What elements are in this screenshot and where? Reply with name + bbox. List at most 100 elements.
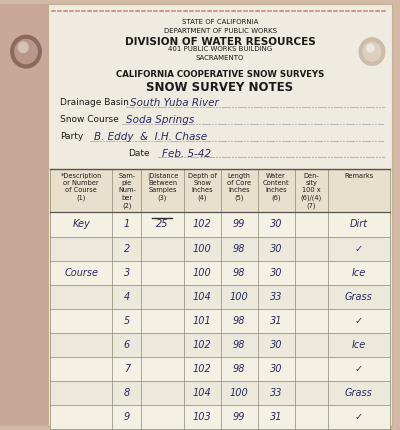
Text: 98: 98	[233, 340, 245, 350]
Circle shape	[11, 35, 41, 68]
Bar	[50, 357, 390, 381]
Text: 2: 2	[124, 243, 130, 254]
Text: 98: 98	[233, 267, 245, 278]
Text: 99: 99	[233, 219, 245, 230]
Text: Content: Content	[263, 180, 290, 186]
Text: 401 PUBLIC WORKS BUILDING: 401 PUBLIC WORKS BUILDING	[168, 46, 272, 52]
Text: 104: 104	[193, 292, 212, 302]
Bar	[50, 333, 390, 357]
Text: 4: 4	[124, 292, 130, 302]
Text: DEPARTMENT OF PUBLIC WORKS: DEPARTMENT OF PUBLIC WORKS	[164, 28, 276, 34]
Text: 100: 100	[193, 267, 212, 278]
Text: 30: 30	[270, 219, 282, 230]
Text: 99: 99	[233, 412, 245, 422]
Text: 31: 31	[270, 412, 282, 422]
Text: Grass: Grass	[345, 388, 373, 398]
Text: 6: 6	[124, 340, 130, 350]
Text: (4): (4)	[197, 195, 207, 201]
Text: 31: 31	[270, 316, 282, 326]
Text: SACRAMENTO: SACRAMENTO	[196, 55, 244, 61]
Text: Ice: Ice	[352, 340, 366, 350]
Bar	[50, 405, 390, 429]
Text: Dirt: Dirt	[350, 219, 368, 230]
Text: 100: 100	[230, 292, 248, 302]
Text: *Description: *Description	[60, 173, 102, 179]
Text: Length: Length	[228, 173, 251, 179]
Text: Samples: Samples	[148, 187, 177, 194]
Text: Sam-: Sam-	[118, 173, 136, 179]
Text: 102: 102	[193, 340, 212, 350]
Text: Grass: Grass	[345, 292, 373, 302]
Text: 25: 25	[156, 219, 169, 230]
Text: ✓: ✓	[355, 243, 363, 254]
Text: (1): (1)	[76, 195, 86, 201]
Circle shape	[18, 42, 28, 52]
Text: Date: Date	[128, 149, 150, 158]
Text: of Core: of Core	[227, 180, 251, 186]
Circle shape	[363, 42, 381, 61]
Text: 30: 30	[270, 267, 282, 278]
Text: (5): (5)	[234, 195, 244, 201]
Text: Drainage Basin: Drainage Basin	[60, 98, 129, 107]
Bar	[50, 381, 390, 405]
Text: Course: Course	[64, 267, 98, 278]
Text: Num-: Num-	[118, 187, 136, 194]
Text: 9: 9	[124, 412, 130, 422]
Text: Water: Water	[266, 173, 286, 179]
Text: South Yuba River: South Yuba River	[130, 98, 219, 108]
Text: SNOW SURVEY NOTES: SNOW SURVEY NOTES	[146, 81, 294, 94]
Text: 7: 7	[124, 364, 130, 374]
Text: 104: 104	[193, 388, 212, 398]
Text: Snow: Snow	[193, 180, 211, 186]
Bar	[48, 4, 392, 426]
Text: 30: 30	[270, 243, 282, 254]
Text: (7): (7)	[306, 202, 316, 209]
Bar	[50, 212, 390, 236]
Text: of Course: of Course	[65, 187, 97, 194]
Text: 3: 3	[124, 267, 130, 278]
Text: (6): (6)	[271, 195, 281, 201]
Text: ple: ple	[122, 180, 132, 186]
Text: Inches: Inches	[228, 187, 250, 194]
Text: 98: 98	[233, 316, 245, 326]
Text: ber: ber	[121, 195, 132, 201]
Text: 100: 100	[230, 388, 248, 398]
Text: DIVISION OF WATER RESOURCES: DIVISION OF WATER RESOURCES	[125, 37, 315, 47]
Text: 100 x: 100 x	[302, 187, 320, 194]
Bar	[50, 429, 390, 430]
Text: Remarks: Remarks	[344, 173, 374, 179]
Text: Key: Key	[72, 219, 90, 230]
Text: (6)/(4): (6)/(4)	[300, 195, 322, 201]
Text: 30: 30	[270, 364, 282, 374]
Text: or Number: or Number	[63, 180, 99, 186]
Text: 102: 102	[193, 219, 212, 230]
Text: 30: 30	[270, 340, 282, 350]
Text: sity: sity	[305, 180, 317, 186]
Text: 98: 98	[233, 243, 245, 254]
Text: (3): (3)	[158, 195, 167, 201]
Text: Inches: Inches	[191, 187, 213, 194]
Text: 8: 8	[124, 388, 130, 398]
Text: 102: 102	[193, 364, 212, 374]
Text: 100: 100	[193, 243, 212, 254]
Text: Party: Party	[60, 132, 83, 141]
Text: Inches: Inches	[265, 187, 287, 194]
Text: Between: Between	[148, 180, 177, 186]
Text: STATE OF CALIFORNIA: STATE OF CALIFORNIA	[182, 19, 258, 25]
Text: Depth of: Depth of	[188, 173, 216, 179]
Circle shape	[367, 44, 374, 52]
Circle shape	[15, 40, 37, 64]
Text: 101: 101	[193, 316, 212, 326]
Text: (2): (2)	[122, 202, 132, 209]
Text: 33: 33	[270, 388, 282, 398]
Text: ✓: ✓	[355, 412, 363, 422]
Bar	[50, 309, 390, 333]
Bar	[50, 169, 390, 212]
Text: |Distance: |Distance	[147, 173, 178, 180]
Text: 103: 103	[193, 412, 212, 422]
Bar	[50, 285, 390, 309]
Text: 98: 98	[233, 364, 245, 374]
Text: B. Eddy  &  I.H. Chase: B. Eddy & I.H. Chase	[94, 132, 207, 142]
Text: CALIFORNIA COOPERATIVE SNOW SURVEYS: CALIFORNIA COOPERATIVE SNOW SURVEYS	[116, 70, 324, 79]
Text: Den-: Den-	[303, 173, 319, 179]
